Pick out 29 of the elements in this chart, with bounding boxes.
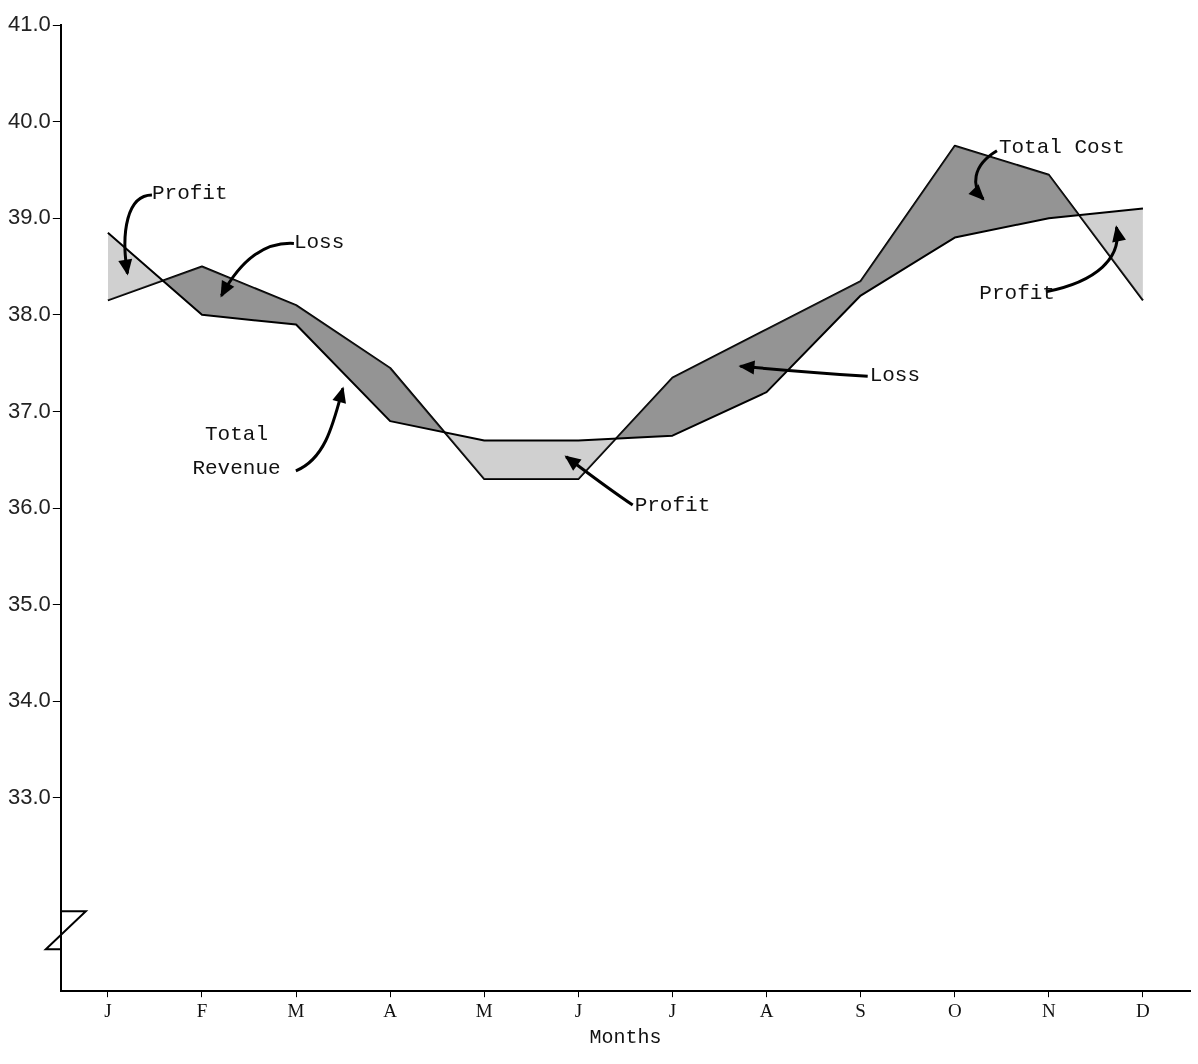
x-tick-label: S: [855, 999, 866, 1021]
y-tick-label: 40.0: [7, 107, 51, 133]
annotation: Loss: [869, 363, 921, 390]
text: Total Revenue: [191, 421, 282, 482]
x-tick-label: M: [287, 999, 305, 1021]
y-tick-label: 34.0: [7, 687, 51, 713]
y-tick-label: 39.0: [7, 204, 51, 230]
x-tick-label: D: [1136, 999, 1150, 1021]
x-tick-label: A: [759, 999, 774, 1021]
annotation: Profit: [634, 492, 711, 519]
x-tick-label: O: [947, 999, 962, 1021]
y-tick-label: 37.0: [7, 397, 51, 423]
x-tick-label: N: [1041, 999, 1056, 1021]
series-label: Total Cost: [998, 134, 1125, 161]
annotation: Profit: [151, 180, 228, 207]
x-tick-label: F: [196, 999, 208, 1021]
x-tick-label: J: [104, 999, 112, 1021]
x-tick-label: M: [475, 999, 493, 1021]
y-tick-label: 36.0: [7, 494, 51, 520]
y-tick-label: 33.0: [7, 784, 51, 810]
y-tick-label: 38.0: [7, 300, 51, 326]
y-tick-label: 41.0: [7, 11, 51, 37]
x-tick-label: A: [383, 999, 398, 1021]
x-tick-label: J: [574, 999, 583, 1021]
x-tick-label: J: [668, 999, 677, 1021]
annotation: Profit: [979, 280, 1055, 307]
y-tick-label: 35.0: [7, 590, 51, 616]
annotation: Loss: [293, 230, 345, 257]
x-axis-title: Months: [589, 1026, 662, 1050]
